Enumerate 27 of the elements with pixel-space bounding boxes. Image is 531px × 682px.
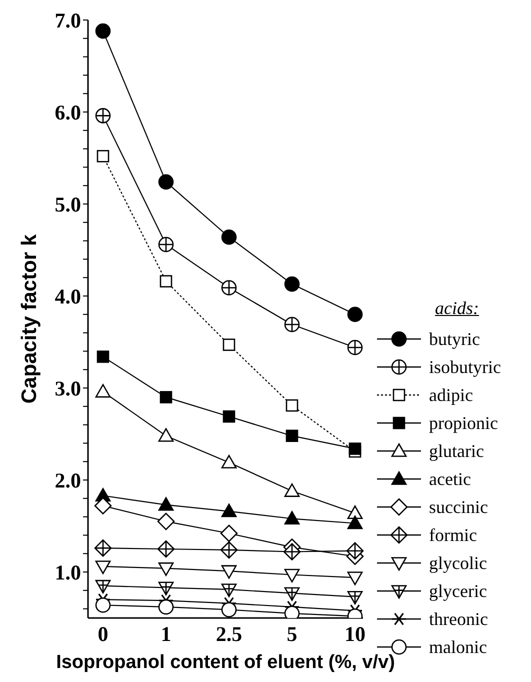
y-tick-label: 3.0 <box>54 376 81 400</box>
y-tick-label: 7.0 <box>54 8 81 32</box>
legend-title: acids: <box>434 298 480 319</box>
x-tick-label: 10 <box>344 622 366 646</box>
legend-label: glycolic <box>429 552 487 574</box>
legend-label: adipic <box>429 384 473 406</box>
x-tick-label: 1 <box>160 622 172 646</box>
legend-label: glyceric <box>429 580 487 602</box>
x-axis-title: Isopropanol content of eluent (%, v/v) <box>56 652 395 673</box>
y-tick-label: 1.0 <box>54 560 81 584</box>
legend-label: succinic <box>429 496 488 518</box>
legend-label: butyric <box>429 328 480 350</box>
legend-label: isobutyric <box>429 356 501 378</box>
x-tick-label: 2.5 <box>216 622 242 646</box>
y-tick-label: 4.0 <box>54 284 81 308</box>
y-tick-label: 2.0 <box>54 468 81 492</box>
y-tick-label: 5.0 <box>54 192 81 216</box>
legend-label: glutaric <box>429 440 484 462</box>
legend-label: propionic <box>429 412 498 434</box>
legend-label: malonic <box>429 636 487 658</box>
legend-label: threonic <box>429 608 488 630</box>
y-tick-label: 6.0 <box>54 100 81 124</box>
x-tick-label: 0 <box>98 622 108 646</box>
legend-label: acetic <box>429 468 471 490</box>
x-tick-label: 5 <box>286 622 298 646</box>
legend-label: formic <box>429 524 477 546</box>
y-axis-title: Capacity factor k <box>18 234 41 404</box>
